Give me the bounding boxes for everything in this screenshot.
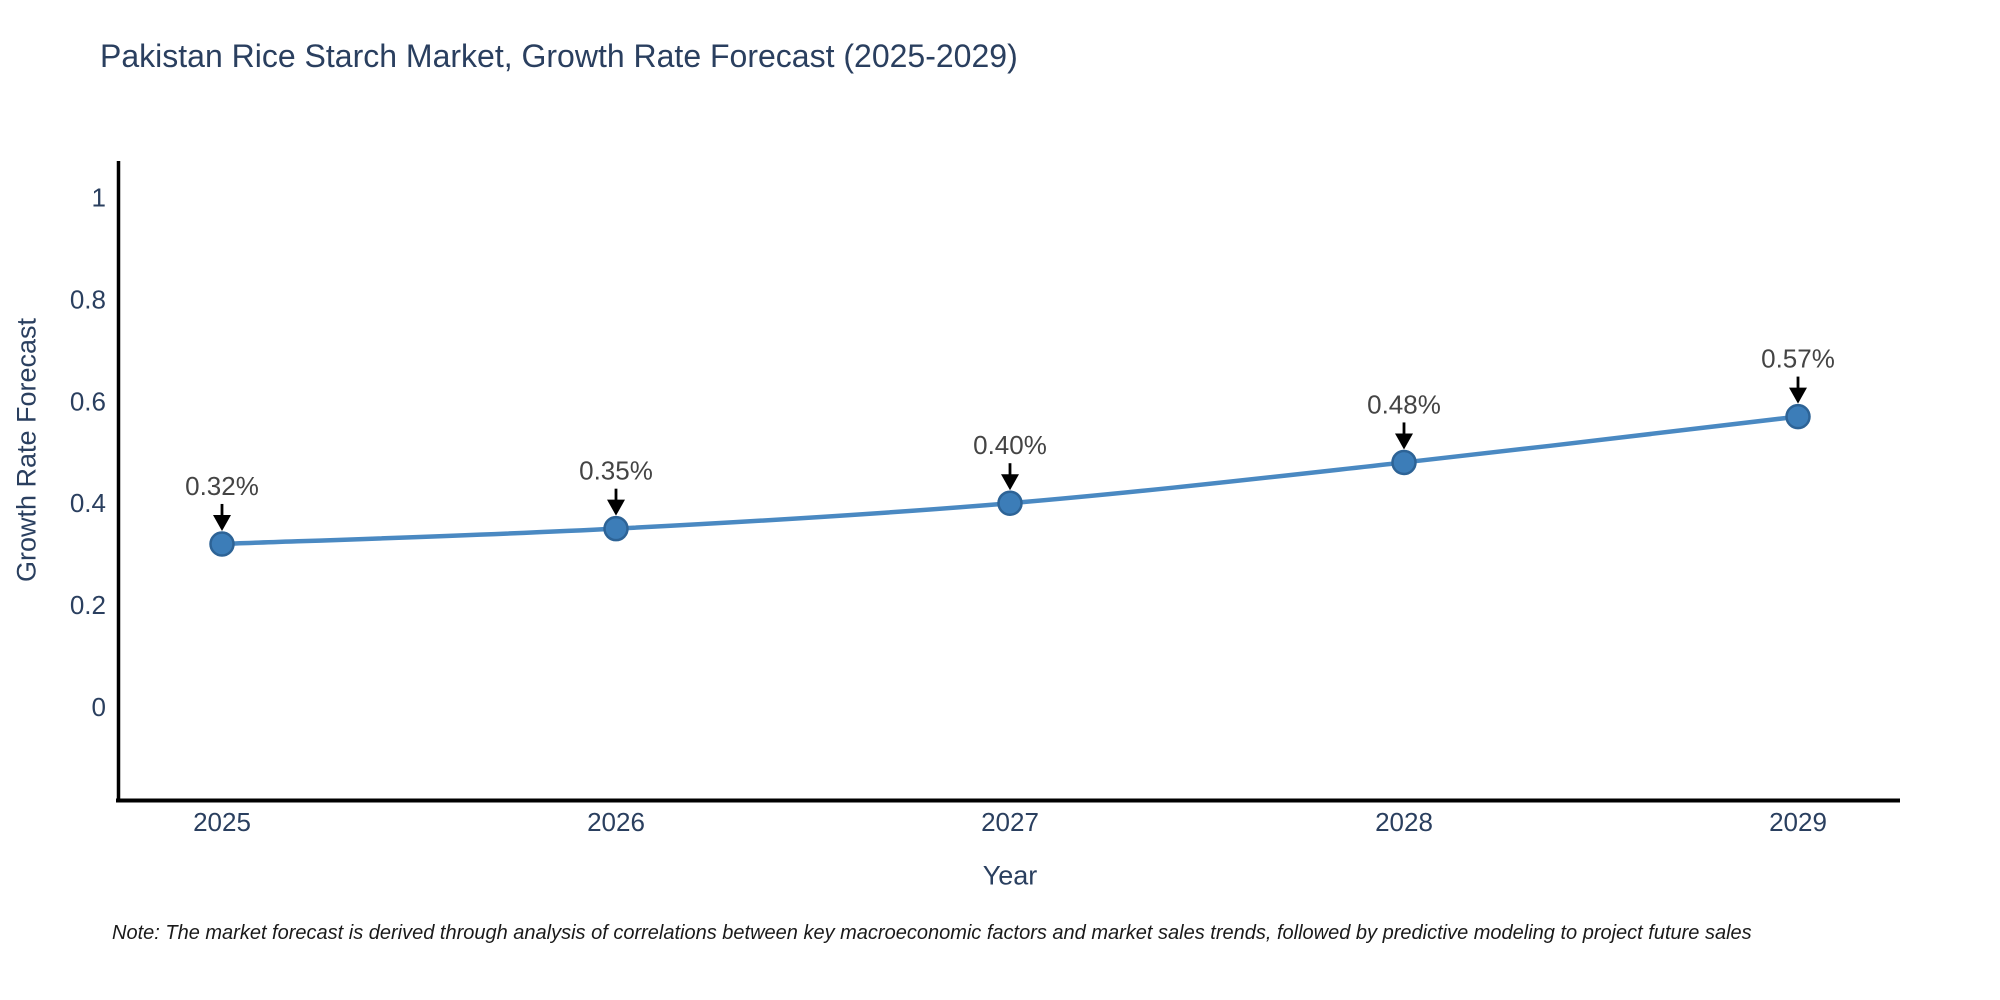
x-axis-title: Year (982, 860, 1038, 891)
data-point-label: 0.35% (579, 456, 653, 486)
data-point (1785, 403, 1811, 430)
x-tick-label: 2025 (193, 807, 251, 837)
data-point (997, 490, 1023, 516)
annotation-arrowhead-icon (1001, 474, 1019, 491)
x-tick-label: 2027 (981, 807, 1039, 837)
x-tick-label: 2028 (1375, 807, 1433, 837)
y-tick-label: 0.6 (70, 386, 106, 416)
data-point-label: 0.48% (1367, 389, 1441, 419)
y-axis-title: Growth Rate Forecast (11, 317, 42, 583)
y-tick-label: 0.4 (70, 488, 106, 518)
footnote: Note: The market forecast is derived thr… (112, 922, 1752, 944)
data-point (209, 531, 235, 557)
x-tick-label: 2029 (1769, 807, 1827, 837)
y-tick-label: 1 (92, 183, 106, 213)
annotation-arrowhead-icon (213, 514, 231, 531)
annotation-arrowhead-icon (607, 499, 625, 516)
data-point-label: 0.32% (185, 471, 259, 501)
data-point-label: 0.40% (973, 430, 1047, 460)
x-tick-label: 2026 (587, 807, 645, 837)
data-point (603, 515, 629, 542)
data-point (1391, 449, 1417, 476)
chart-title: Pakistan Rice Starch Market, Growth Rate… (100, 38, 1018, 74)
data-point-label: 0.57% (1761, 344, 1835, 374)
y-tick-label: 0.8 (70, 284, 106, 314)
annotation-arrowhead-icon (1789, 387, 1807, 404)
y-tick-label: 0 (92, 692, 106, 722)
y-tick-label: 0.2 (70, 590, 106, 620)
annotation-arrowhead-icon (1395, 433, 1413, 450)
